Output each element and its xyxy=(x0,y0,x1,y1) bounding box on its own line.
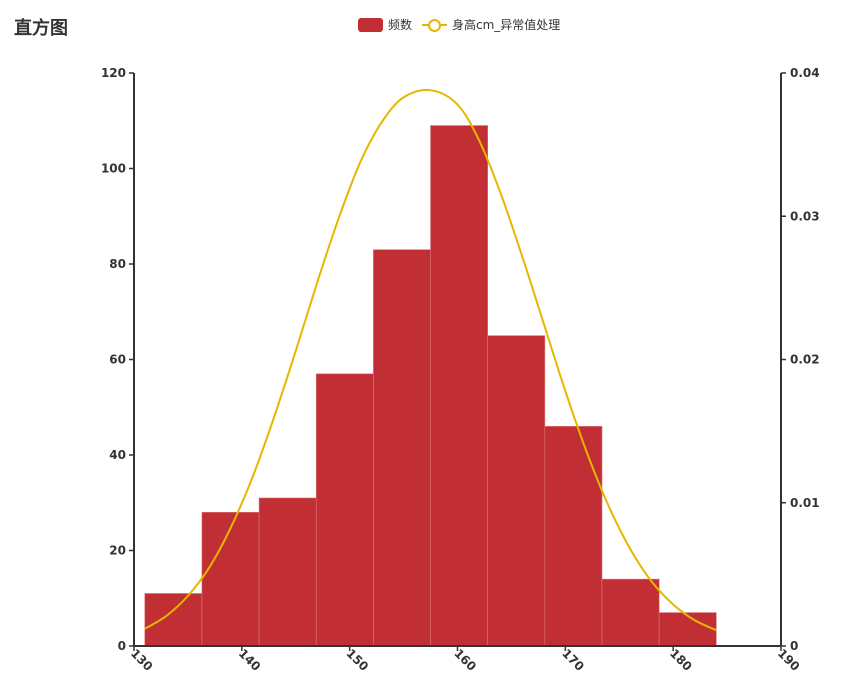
legend: 频数 身高cm_异常值处理 xyxy=(358,16,570,33)
left-y-tick-label: 40 xyxy=(109,448,126,462)
legend-line-swatch xyxy=(422,18,448,32)
legend-label-frequency: 频数 xyxy=(388,18,413,32)
x-tick-label: 170 xyxy=(559,646,587,674)
left-y-tick-label: 100 xyxy=(101,162,126,176)
legend-label-height-density: 身高cm_异常值处理 xyxy=(452,18,561,32)
right-y-tick-label: 0 xyxy=(790,639,798,653)
histogram-bar-5[interactable] xyxy=(430,125,488,647)
x-tick-label: 160 xyxy=(451,646,479,674)
bar-series xyxy=(144,125,717,647)
x-tick-label: 130 xyxy=(128,646,156,674)
left-y-tick-label: 80 xyxy=(109,257,126,271)
right-y-tick-label: 0.03 xyxy=(790,209,820,223)
left-y-tick-label: 120 xyxy=(101,66,126,80)
left-y-tick-label: 20 xyxy=(109,544,126,558)
x-tick-label: 180 xyxy=(667,646,695,674)
histogram-bar-4[interactable] xyxy=(373,249,431,647)
histogram-bar-1[interactable] xyxy=(201,511,260,647)
histogram-bar-3[interactable] xyxy=(315,373,374,647)
histogram-bar-8[interactable] xyxy=(601,578,660,647)
histogram-bar-9[interactable] xyxy=(658,612,717,647)
x-tick-label: 140 xyxy=(236,646,264,674)
density-curve[interactable] xyxy=(144,88,717,632)
left-y-tick-label: 60 xyxy=(109,353,126,367)
right-y-tick-label: 0.01 xyxy=(790,496,820,510)
density-line-series xyxy=(144,88,717,632)
left-y-tick-label: 0 xyxy=(118,639,126,653)
right-y-tick-label: 0.02 xyxy=(790,353,820,367)
x-tick-label: 150 xyxy=(344,646,372,674)
histogram-bar-0[interactable] xyxy=(144,593,203,647)
legend-item-frequency[interactable]: 频数 xyxy=(358,16,412,33)
legend-item-height-density[interactable]: 身高cm_异常值处理 xyxy=(422,16,560,33)
histogram-bar-2[interactable] xyxy=(258,497,317,647)
histogram-bar-6[interactable] xyxy=(487,335,546,647)
right-y-tick-label: 0.04 xyxy=(790,66,820,80)
legend-bar-swatch xyxy=(358,17,383,32)
chart-title: 直方图 xyxy=(14,18,68,39)
histogram-bar-7[interactable] xyxy=(544,426,603,647)
